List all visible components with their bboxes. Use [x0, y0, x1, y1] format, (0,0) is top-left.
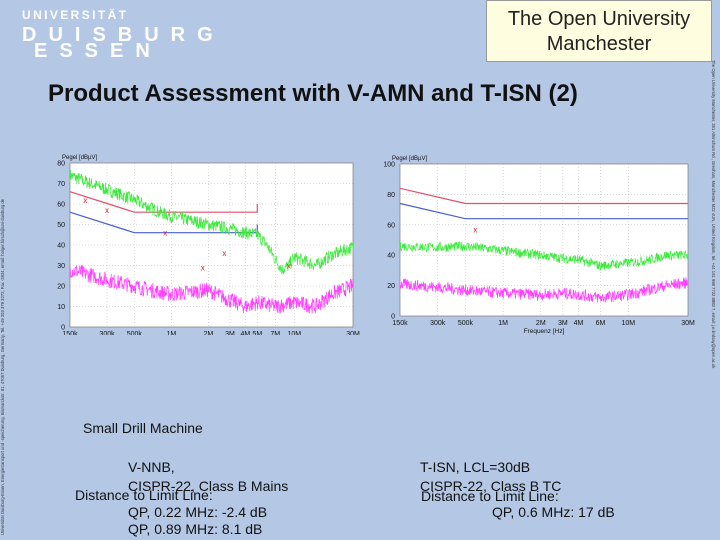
limit-line-qp: [69, 191, 258, 213]
x-tick-label: 4M: [241, 331, 251, 335]
y-tick-label: 60: [387, 222, 395, 229]
x-tick-label: 500k: [458, 320, 474, 327]
x-tick-label: 2M: [203, 331, 213, 335]
right-distance-heading: Distance to Limit Line:: [421, 488, 559, 504]
x-tick-label: 300k: [430, 320, 446, 327]
x-tick-label: 30M: [681, 320, 695, 327]
y-tick-label: 20: [387, 283, 395, 290]
x-tick-label: 7M: [270, 331, 280, 335]
qp-marker: x: [201, 264, 205, 273]
y-tick-label: 0: [61, 325, 65, 332]
y-tick-label: 10: [57, 304, 65, 311]
y-tick-label: 70: [57, 181, 65, 188]
x-tick-label: 1M: [166, 331, 176, 335]
left-desc-line-2: CISPR-22, Class B Mains: [128, 478, 289, 494]
logo-line-essen: ESSEN: [34, 40, 162, 62]
left-desc-line-1: V-NNB,: [128, 459, 175, 475]
left-distance-line-1: QP, 0.22 MHz: -2.4 dB: [128, 504, 268, 520]
y-axis-label: Pegel [dBµV]: [62, 155, 97, 161]
x-tick-label: 4M: [574, 320, 584, 327]
limit-line-qp: [399, 187, 688, 205]
partner-line-1: The Open University: [507, 8, 691, 30]
y-tick-label: 60: [57, 202, 65, 209]
device-label: Small Drill Machine: [83, 420, 203, 436]
partner-box: The Open University Manchester: [486, 0, 712, 62]
x-tick-label: 1M: [498, 320, 508, 327]
x-tick-label: 3M: [558, 320, 568, 327]
y-axis-label: Pegel [dBµV]: [392, 156, 427, 162]
sidebar-right-contact: The Open University Manchester, 351 Altr…: [711, 60, 716, 369]
limit-line-av: [399, 202, 688, 220]
series-average: [399, 277, 689, 303]
x-tick-label: 10M: [288, 331, 302, 335]
x-axis-label: Frequenz [Hz]: [524, 328, 565, 335]
x-tick-label: 150k: [392, 320, 408, 327]
y-tick-label: 40: [57, 243, 65, 250]
y-tick-label: 80: [57, 161, 65, 168]
y-tick-label: 0: [391, 314, 395, 321]
x-tick-label: 3M: [225, 331, 235, 335]
qp-marker: x: [222, 249, 226, 258]
left-distance-heading: Distance to Limit Line:: [75, 487, 213, 503]
qp-marker: x: [163, 229, 167, 238]
chart-t-isn: 0 20 40 60 80 100 150k 300k 500k 1M 2M 3M 4M 6M 10M 30M…: [383, 156, 695, 335]
y-tick-label: 80: [387, 192, 395, 199]
y-tick-label: 100: [383, 162, 395, 169]
x-tick-label: 30M: [346, 331, 360, 335]
series-peak: [399, 241, 689, 271]
x-tick-label: 150k: [62, 331, 78, 335]
limit-line-av: [69, 211, 258, 234]
right-desc-line-2: CISPR-22, Class B TC: [420, 478, 562, 494]
partner-line-2: Manchester: [546, 33, 652, 55]
qp-marker: x: [287, 262, 291, 271]
sidebar-left-contact: Universität Duisburg-Essen, Energietrans…: [0, 198, 5, 535]
y-tick-label: 20: [57, 284, 65, 291]
x-tick-label: 6M: [596, 320, 606, 327]
x-tick-label: 300k: [99, 331, 115, 335]
left-distance-line-2: QP, 0.89 MHz: 8.1 dB: [128, 521, 263, 537]
y-tick-label: 50: [57, 222, 65, 229]
series-average: [69, 264, 354, 314]
qp-marker: x: [473, 225, 477, 234]
series-peak: [69, 169, 354, 275]
chart-v-amn: 0 10 20 30 40 50 60 70 80 150k 300k 500k 1M 2M 3M 4M 5M 7…: [57, 155, 360, 335]
qp-marker: x: [83, 196, 87, 205]
right-distance-line-1: QP, 0.6 MHz: 17 dB: [492, 504, 615, 520]
logo-line-universitat: UNIVERSITÄT: [22, 8, 129, 22]
x-tick-label: 2M: [536, 320, 546, 327]
x-tick-label: 500k: [127, 331, 143, 335]
x-tick-label: 5M: [252, 331, 262, 335]
y-tick-label: 30: [57, 263, 65, 270]
x-tick-label: 10M: [621, 320, 635, 327]
qp-marker: x: [105, 206, 109, 215]
logo-line-duisburg: DUISBURG: [22, 24, 225, 46]
y-tick-label: 40: [387, 253, 395, 260]
slide-title: Product Assessment with V-AMN and T-ISN …: [48, 80, 578, 107]
right-desc-line-1: T-ISN, LCL=30dB: [420, 459, 531, 475]
